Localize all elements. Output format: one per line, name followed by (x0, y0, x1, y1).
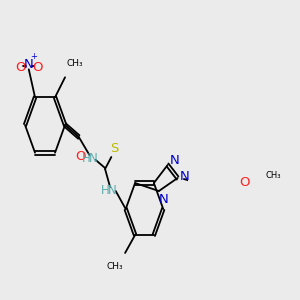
Text: N: N (170, 154, 180, 166)
Text: CH₃: CH₃ (266, 171, 281, 180)
Text: N: N (89, 152, 98, 166)
Text: +: + (30, 52, 37, 61)
Text: N: N (108, 184, 117, 197)
Text: CH₃: CH₃ (67, 59, 83, 68)
Text: N: N (24, 58, 34, 71)
Text: S: S (110, 142, 118, 155)
Text: O: O (15, 61, 25, 74)
Text: O: O (75, 149, 85, 163)
Text: N: N (159, 193, 169, 206)
Text: H: H (101, 184, 110, 197)
Text: N: N (180, 169, 190, 182)
Text: CH₃: CH₃ (106, 262, 123, 271)
Text: H: H (82, 152, 91, 166)
Text: O: O (32, 61, 43, 74)
Text: O: O (239, 176, 250, 188)
